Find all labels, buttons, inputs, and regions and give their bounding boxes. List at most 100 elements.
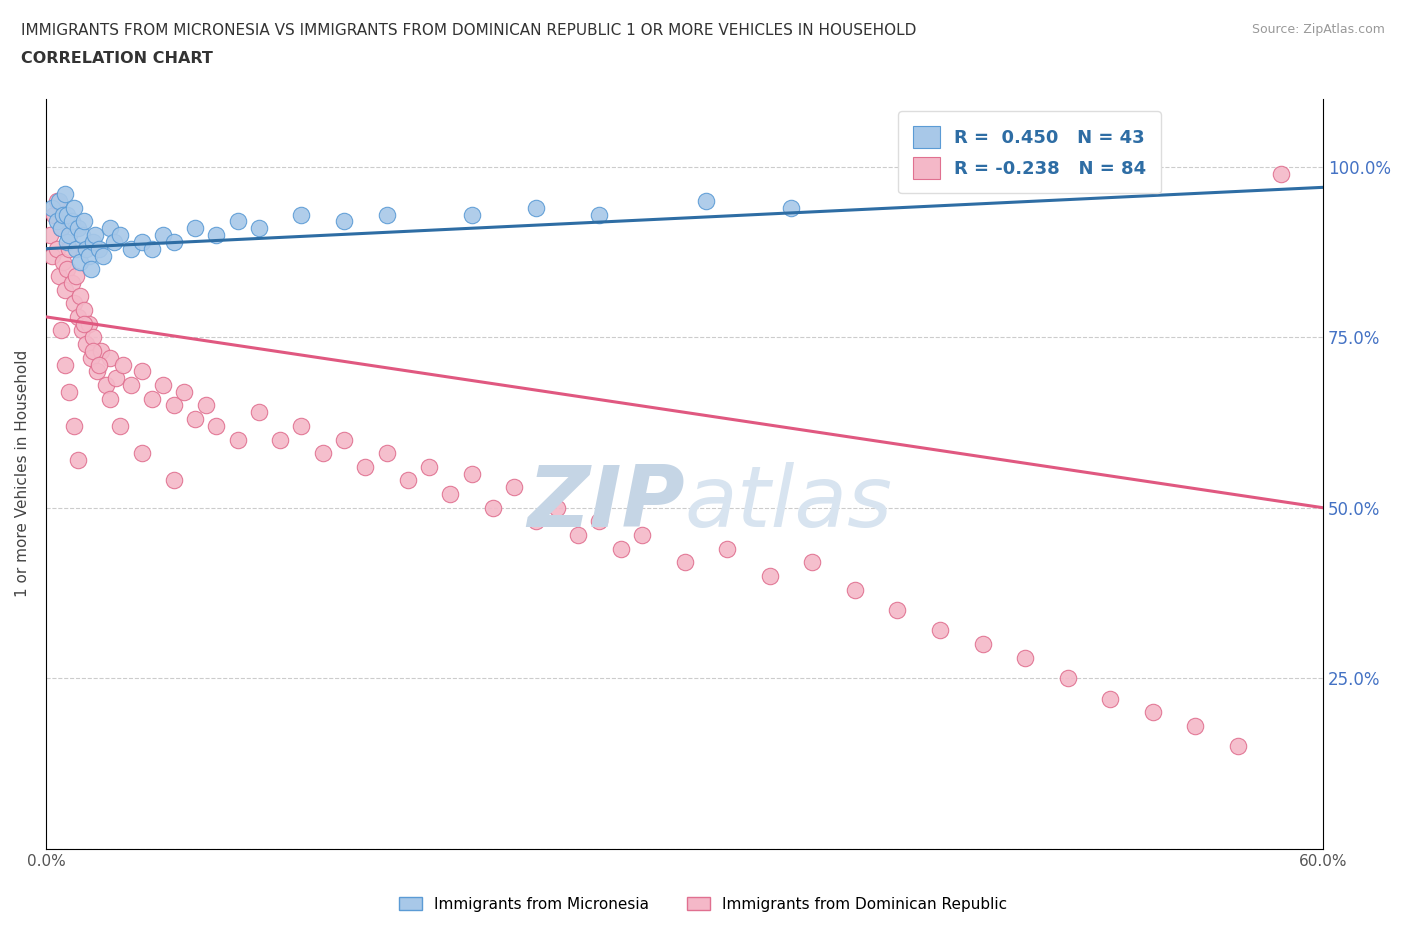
Point [588,207,610,222]
Point [94,378,117,392]
Point [69,255,91,270]
Point [111,357,134,372]
Point [460,207,482,222]
Point [39,228,62,243]
Point [62,296,84,311]
Point [333,432,356,447]
Point [56,207,79,222]
Point [66,453,89,468]
Point [60,275,83,290]
Point [52,255,75,270]
Point [290,418,312,433]
Point [695,193,717,208]
Point [48,269,70,284]
Point [163,473,186,488]
Point [58,384,80,399]
Point [141,241,163,256]
Point [439,486,461,501]
Point [524,514,547,529]
Point [105,371,128,386]
Point [131,364,153,379]
Point [546,500,568,515]
Point [524,200,547,215]
Text: CORRELATION CHART: CORRELATION CHART [21,51,212,66]
Point [66,310,89,325]
Point [152,378,174,392]
Point [58,241,80,256]
Point [460,466,482,481]
Point [1184,719,1206,734]
Point [45,193,67,208]
Point [418,459,440,474]
Legend: Immigrants from Micronesia, Immigrants from Dominican Republic: Immigrants from Micronesia, Immigrants f… [392,890,1014,918]
Point [1014,650,1036,665]
Point [205,418,228,433]
Point [58,228,80,243]
Point [49,323,72,338]
Point [77,316,100,331]
Point [62,418,84,433]
Point [75,241,97,256]
Point [1099,691,1122,706]
Point [929,623,952,638]
Point [49,220,72,235]
Point [98,392,121,406]
Point [52,207,75,222]
Point [60,214,83,229]
Point [53,282,76,297]
Point [65,241,87,256]
Point [44,207,66,222]
Point [141,392,163,406]
Point [588,514,610,529]
Point [290,207,312,222]
Text: ZIP: ZIP [527,462,685,545]
Point [41,200,63,215]
Point [89,357,111,372]
Point [1227,739,1250,754]
Point [73,302,96,317]
Y-axis label: 1 or more Vehicles in Household: 1 or more Vehicles in Household [15,350,30,597]
Point [375,445,398,460]
Point [1270,166,1292,181]
Point [673,555,696,570]
Point [93,248,115,263]
Point [716,541,738,556]
Point [66,220,89,235]
Point [56,234,79,249]
Point [120,378,142,392]
Point [163,398,186,413]
Point [90,343,112,358]
Point [247,220,270,235]
Point [103,234,125,249]
Point [48,193,70,208]
Point [53,187,76,202]
Point [98,351,121,365]
Point [567,527,589,542]
Point [312,445,335,460]
Point [396,473,419,488]
Point [110,418,132,433]
Point [163,234,186,249]
Point [79,351,101,365]
Point [45,241,67,256]
Point [86,364,108,379]
Text: atlas: atlas [685,462,893,545]
Point [89,241,111,256]
Text: IMMIGRANTS FROM MICRONESIA VS IMMIGRANTS FROM DOMINICAN REPUBLIC 1 OR MORE VEHIC: IMMIGRANTS FROM MICRONESIA VS IMMIGRANTS… [21,23,917,38]
Point [75,337,97,352]
Point [41,248,63,263]
Point [73,316,96,331]
Point [82,234,104,249]
Point [184,412,207,427]
Point [184,220,207,235]
Point [45,214,67,229]
Point [69,289,91,304]
Point [82,330,104,345]
Point [49,220,72,235]
Point [56,261,79,276]
Point [247,405,270,419]
Point [269,432,291,447]
Point [375,207,398,222]
Point [205,228,228,243]
Point [79,261,101,276]
